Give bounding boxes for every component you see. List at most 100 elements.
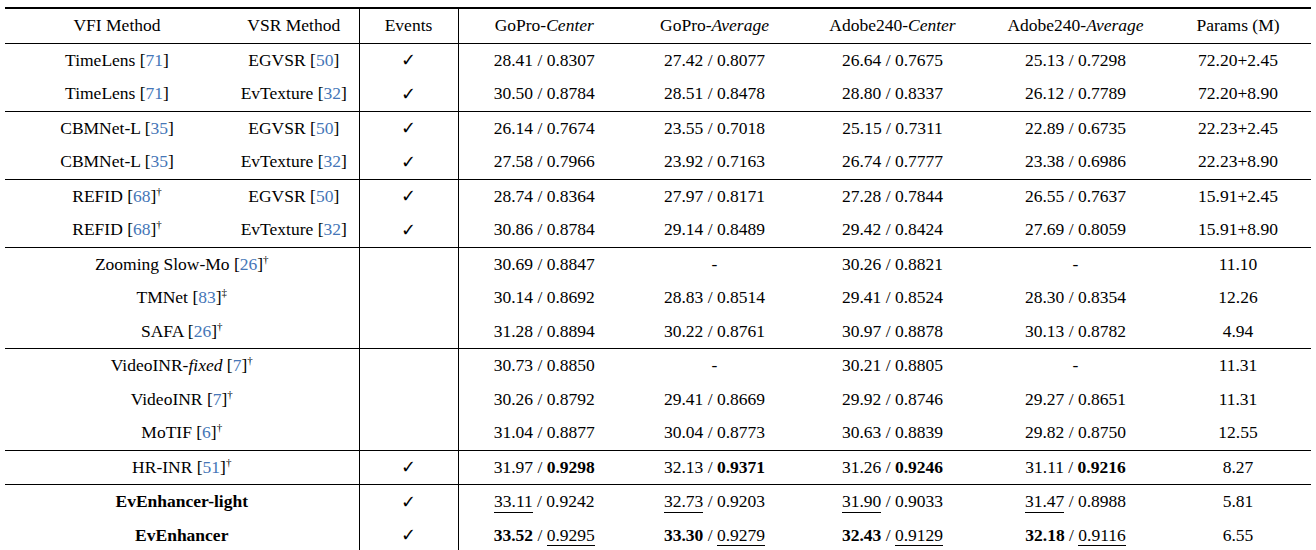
metric-cell: 28.80 / 0.8337 (799, 77, 986, 111)
table-row: HR-INR [51]†✓31.97 / 0.929832.13 / 0.937… (5, 450, 1311, 485)
metric-cell: - (630, 349, 799, 383)
citation-link[interactable]: 7 (213, 389, 222, 409)
metric-value: 32.13 (664, 457, 703, 477)
method-cell: VideoINR [7]† (5, 383, 359, 417)
citation-link[interactable]: 71 (146, 50, 164, 70)
events-cell (359, 349, 458, 383)
citation-link[interactable]: 26 (240, 254, 258, 274)
citation-link[interactable]: 50 (316, 186, 334, 206)
metric-value: 32.73 (664, 491, 703, 513)
metric-cell: 26.74 / 0.7777 (799, 145, 986, 179)
events-cell: ✓ (359, 179, 458, 213)
results-table: VFI MethodVSR MethodEventsGoPro-CenterGo… (5, 7, 1311, 550)
table-row: MoTIF [6]†31.04 / 0.887730.04 / 0.877330… (5, 416, 1311, 450)
dagger-mark: † (217, 421, 223, 433)
citation-link[interactable]: 83 (198, 287, 216, 307)
citation-link[interactable]: 50 (316, 118, 334, 138)
metric-value: 0.8773 (717, 422, 765, 442)
metric-value: 31.97 (494, 457, 533, 477)
events-cell (359, 247, 458, 281)
vfi-method-cell: REFID [68]† (5, 179, 229, 213)
citation-link[interactable]: 35 (150, 151, 168, 171)
metric-value: 31.90 (842, 491, 881, 513)
vfi-method-cell: CBMNet-L [35] (5, 145, 229, 179)
citation-link[interactable]: 71 (146, 83, 164, 103)
metric-value: 0.8805 (895, 355, 943, 375)
header-row: VFI MethodVSR MethodEventsGoPro-CenterGo… (5, 8, 1311, 43)
metric-value: 0.9116 (1078, 525, 1125, 547)
metric-value: 0.8669 (717, 389, 765, 409)
metric-value: 0.7163 (717, 151, 765, 171)
vfi-method-name: CBMNet-L [35] (60, 151, 174, 171)
params-cell: 72.20+8.90 (1165, 77, 1311, 111)
metric-value: 0.8364 (547, 186, 595, 206)
metric-cell: 28.83 / 0.8514 (630, 281, 799, 315)
citation-link[interactable]: 32 (324, 219, 342, 239)
metric-value: 0.9371 (717, 457, 765, 477)
params-cell: 5.81 (1165, 485, 1311, 519)
metric-value: 26.14 (494, 118, 533, 138)
metric-cell: 30.26 / 0.8821 (799, 247, 986, 281)
vsr-method-name: EGVSR [50] (248, 50, 339, 70)
metric-value: 31.04 (494, 422, 533, 442)
metric-value: 0.8839 (895, 422, 943, 442)
metric-cell: 28.51 / 0.8478 (630, 77, 799, 111)
metric-value: 0.8878 (895, 321, 943, 341)
citation-link[interactable]: 6 (202, 422, 211, 442)
metric-value: 30.73 (494, 355, 533, 375)
metric-value: 27.97 (664, 186, 703, 206)
metric-value: 33.30 (664, 525, 703, 545)
params-cell: 22.23+2.45 (1165, 111, 1311, 145)
citation-link[interactable]: 50 (316, 50, 334, 70)
vfi-method-cell: REFID [68]† (5, 213, 229, 247)
metric-cell: 29.92 / 0.8746 (799, 383, 986, 417)
metric-value: 30.63 (842, 422, 881, 442)
params-cell: 12.55 (1165, 416, 1311, 450)
metric-value: 30.14 (494, 287, 533, 307)
params-cell: 6.55 (1165, 519, 1311, 550)
params-cell: 22.23+8.90 (1165, 145, 1311, 179)
dagger-mark: † (227, 388, 233, 400)
check-icon: ✓ (401, 492, 416, 512)
metric-value: 0.8746 (895, 389, 943, 409)
citation-link[interactable]: 51 (203, 457, 221, 477)
dagger-mark: † (263, 253, 269, 265)
events-cell: ✓ (359, 43, 458, 77)
citation-link[interactable]: 35 (150, 118, 168, 138)
method-name: EvEnhancer (135, 525, 228, 545)
metric-cell: 31.11 / 0.9216 (986, 450, 1165, 485)
table-row: CBMNet-L [35]EGVSR [50]✓26.14 / 0.767423… (5, 111, 1311, 145)
metric-value: 0.7966 (547, 151, 595, 171)
metric-value: 23.38 (1025, 151, 1064, 171)
citation-link[interactable]: 32 (324, 83, 342, 103)
metric-cell: 28.30 / 0.8354 (986, 281, 1165, 315)
metric-value: 33.11 (494, 491, 533, 513)
vfi-method-name: TimeLens [71] (65, 50, 169, 70)
events-cell (359, 315, 458, 349)
metric-value: 0.8489 (717, 219, 765, 239)
citation-link[interactable]: 68 (133, 186, 151, 206)
metric-cell: 25.13 / 0.7298 (986, 43, 1165, 77)
citation-link[interactable]: 7 (233, 355, 242, 375)
metric-value: 0.9033 (895, 491, 943, 511)
vfi-method-cell: CBMNet-L [35] (5, 111, 229, 145)
events-cell: ✓ (359, 77, 458, 111)
metric-value: 31.47 (1025, 491, 1064, 513)
method-cell: Zooming Slow-Mo [26]† (5, 247, 359, 281)
metric-value: 0.8784 (547, 83, 595, 103)
table-row: VideoINR-fixed [7]†30.73 / 0.8850-30.21 … (5, 349, 1311, 383)
citation-link[interactable]: 68 (133, 219, 151, 239)
metric-cell: 22.89 / 0.6735 (986, 111, 1165, 145)
citation-link[interactable]: 32 (324, 151, 342, 171)
method-cell: EvEnhancer-light (5, 485, 359, 519)
metric-value: 0.8077 (717, 50, 765, 70)
events-cell: ✓ (359, 111, 458, 145)
citation-link[interactable]: 26 (194, 321, 212, 341)
metric-value: 30.26 (494, 389, 533, 409)
metric-value: 0.9279 (717, 525, 765, 547)
metric-value: 0.7298 (1078, 50, 1126, 70)
metric-cell: 32.13 / 0.9371 (630, 450, 799, 485)
metric-cell: 27.69 / 0.8059 (986, 213, 1165, 247)
metric-cell: 27.42 / 0.8077 (630, 43, 799, 77)
metric-value: 26.74 (842, 151, 881, 171)
